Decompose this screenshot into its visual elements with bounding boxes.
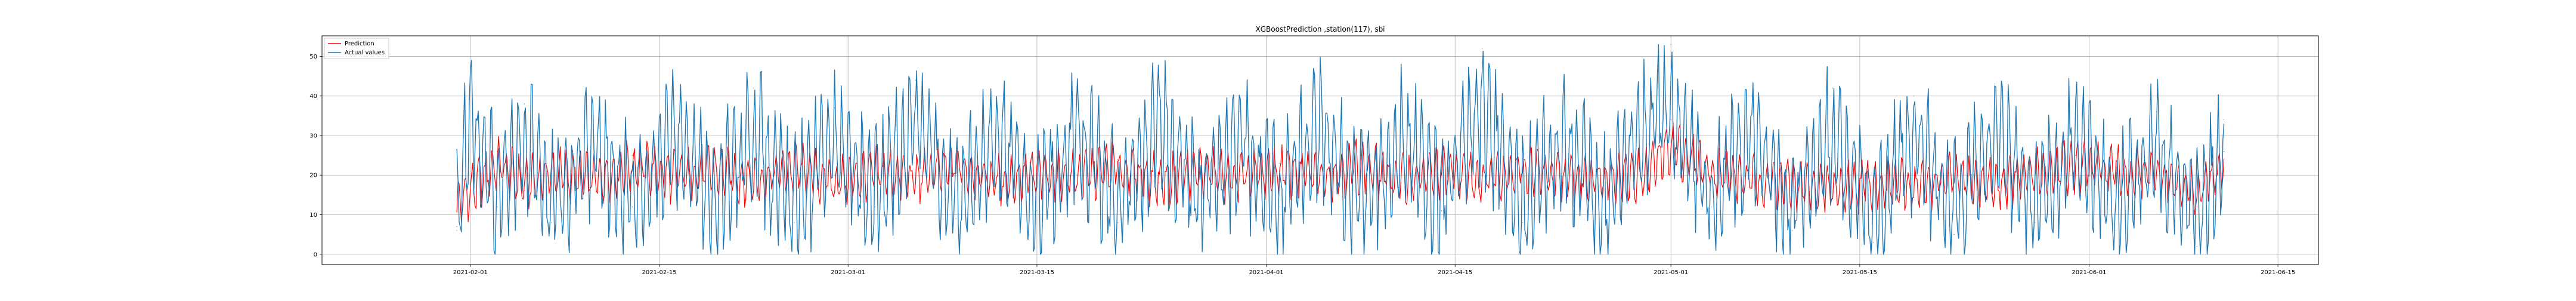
prediction-data-point bbox=[2156, 174, 2157, 176]
y-tick-label: 40 bbox=[309, 93, 317, 100]
prediction-data-point bbox=[834, 186, 835, 188]
actual-values-data-point bbox=[1036, 210, 1038, 211]
x-tick-label: 2021-03-15 bbox=[1020, 269, 1054, 276]
actual-values-data-point bbox=[1441, 210, 1442, 211]
x-tick-label: 2021-04-15 bbox=[1438, 269, 1472, 276]
actual-values-data-point bbox=[1953, 234, 1955, 235]
actual-values-data-point bbox=[524, 103, 525, 105]
plot-area-frame bbox=[321, 35, 2319, 265]
prediction-data-point bbox=[2075, 155, 2076, 156]
actual-values-data-point bbox=[1077, 91, 1078, 93]
chart-title: XGBoostPrediction ,station(117), sbi bbox=[1255, 25, 1385, 33]
x-tick-label: 2021-06-15 bbox=[2261, 269, 2295, 276]
x-tick-label: 2021-06-01 bbox=[2072, 269, 2106, 276]
actual-values-data-point bbox=[1522, 222, 1523, 223]
x-tick-label: 2021-02-15 bbox=[642, 269, 676, 276]
y-tick-label: 10 bbox=[309, 212, 317, 219]
tick-layer: 2021-02-01 2021-02-15 2021-03-01 2021-03-15… bbox=[309, 54, 2295, 276]
actual-values-data-point bbox=[996, 103, 997, 105]
x-tick-label: 2021-05-15 bbox=[1843, 269, 1877, 276]
actual-values-data-point bbox=[915, 79, 916, 81]
prediction-data-point bbox=[1077, 174, 1078, 176]
actual-values-data-point bbox=[551, 222, 552, 223]
prediction-data-point bbox=[631, 155, 633, 156]
grid-layer bbox=[322, 36, 2318, 265]
legend-box bbox=[324, 38, 389, 59]
actual-values-data-point bbox=[1157, 67, 1159, 69]
y-tick-label: 50 bbox=[309, 54, 317, 60]
actual-values-data-point bbox=[1603, 214, 1604, 216]
prediction-data-point bbox=[497, 150, 498, 152]
actual-values-data-point bbox=[1117, 222, 1119, 223]
actual-values-data-point bbox=[2075, 103, 2076, 105]
x-tick-label: 2021-02-01 bbox=[453, 269, 488, 276]
legend-label-prediction: Prediction bbox=[345, 41, 374, 47]
y-tick-label: 0 bbox=[314, 251, 317, 258]
x-tick-label: 2021-04-01 bbox=[1249, 269, 1283, 276]
y-tick-label: 20 bbox=[309, 173, 317, 179]
x-tick-label: 2021-03-01 bbox=[831, 269, 865, 276]
legend-label-actual: Actual values bbox=[345, 50, 385, 56]
actual-values-series-line bbox=[456, 44, 2225, 255]
series-layer bbox=[456, 44, 2225, 255]
x-tick-label: 2021-05-01 bbox=[1654, 269, 1688, 276]
prediction-data-point bbox=[1832, 198, 1834, 199]
legend: Prediction Actual values bbox=[324, 38, 389, 59]
prediction-data-point bbox=[1643, 174, 1645, 176]
y-tick-label: 30 bbox=[309, 133, 317, 139]
